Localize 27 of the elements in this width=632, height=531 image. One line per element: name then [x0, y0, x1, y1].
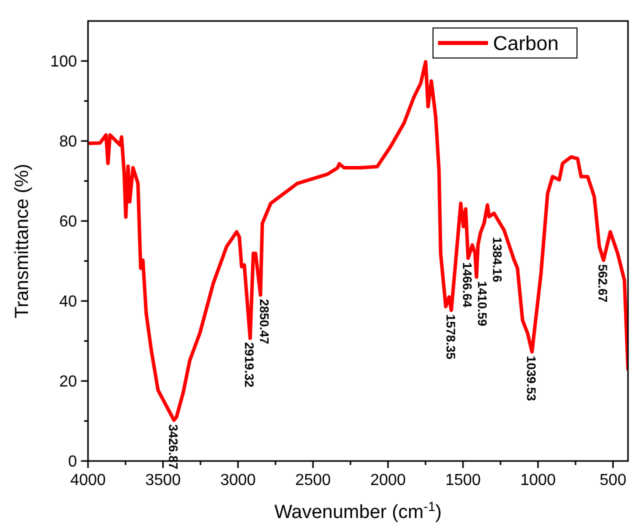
annotation: 3426.87 [166, 424, 180, 470]
x-tick-label: 2500 [295, 472, 331, 489]
y-tick-label: 60 [59, 214, 78, 230]
x-tick-label: 1000 [520, 472, 556, 489]
line-series [88, 60, 628, 422]
x-tick-label: 500 [600, 472, 626, 489]
x-tick-label: 2000 [370, 472, 406, 489]
x-axis-title: Wavenumber (cm$^{-1}$) [274, 498, 442, 523]
annotation: 1410.59 [475, 281, 490, 326]
x-tick-label: 3000 [220, 472, 256, 489]
annotation: 1384.16 [490, 237, 504, 282]
x-tick-label: 4000 [70, 472, 106, 489]
annotation: 2850.47 [257, 299, 272, 344]
annotation: 2919.32 [242, 342, 256, 388]
annotation: 1039.53 [524, 356, 538, 402]
legend-label: Carbon [493, 33, 559, 55]
x-tick-label: 3500 [145, 472, 181, 489]
annotation: 562.67 [596, 264, 610, 302]
y-tick-label: 20 [59, 374, 78, 390]
x-tick-label: 1500 [445, 472, 481, 489]
y-axis-title: Transmittance (%) [12, 164, 33, 318]
annotation: 1578.35 [443, 314, 458, 360]
y-tick-label: 80 [59, 134, 78, 150]
y-tick-label: 40 [59, 294, 78, 310]
y-tick-label: 0 [68, 454, 78, 470]
annotation: 1466.64 [460, 262, 474, 308]
y-tick-label: 100 [50, 54, 78, 70]
